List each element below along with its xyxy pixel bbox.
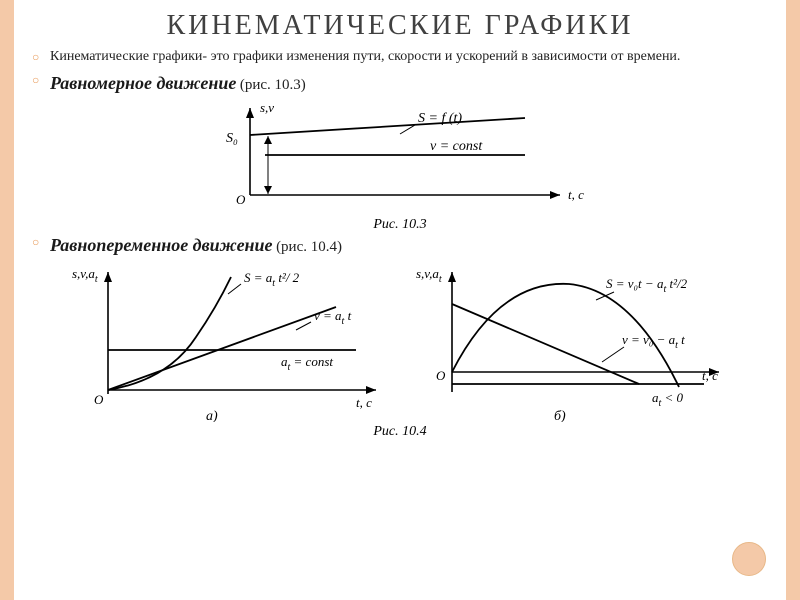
ylabel-104b: s,v,at — [416, 266, 442, 285]
section2-ref: (рис. 10.4) — [276, 239, 342, 255]
page-title: КИНЕМАТИЧЕСКИЕ ГРАФИКИ — [32, 10, 768, 42]
figure-10-3: s,v t, с O S₀ S = f (t) v = const Рис. 1… — [32, 100, 768, 233]
origin-103: O — [236, 192, 246, 207]
intro-text: Кинематические графики- это графики изме… — [50, 49, 680, 64]
caption-103: Рис. 10.3 — [32, 217, 768, 233]
chart-accel-negative: s,v,at t, с O б) S = v₀t − at t²/2 v = v… — [404, 262, 744, 422]
bullet-list: Кинематические графики- это графики изме… — [32, 48, 768, 96]
chart-accel-positive: s,v,at t, с O a) S = at t²/ 2 v = at t a… — [56, 262, 396, 422]
ylabel-103: s,v — [260, 100, 274, 115]
s-label-104b: S = v₀t − at t²/2 — [606, 276, 688, 295]
sub-a: a) — [206, 409, 218, 422]
a-label-104a: at = const — [281, 354, 333, 373]
s-label-104a: S = at t²/ 2 — [244, 270, 300, 289]
intro-bullet: Кинематические графики- это графики изме… — [32, 48, 768, 67]
figure-10-4: s,v,at t, с O a) S = at t²/ 2 v = at t a… — [32, 262, 768, 422]
xlabel-103: t, с — [568, 187, 584, 202]
section2-heading: Равнопеременное движение — [50, 235, 273, 255]
bullet-list-2: Равнопеременное движение (рис. 10.4) — [32, 233, 768, 258]
xlabel-104a: t, с — [356, 395, 372, 410]
section1-bullet: Равномерное движение (рис. 10.3) — [32, 71, 768, 96]
v-label-103: v = const — [430, 139, 483, 154]
rail-left — [0, 0, 14, 600]
chart-uniform-motion: s,v t, с O S₀ S = f (t) v = const — [190, 100, 610, 210]
section1-ref: (рис. 10.3) — [240, 77, 306, 93]
v-label-104a: v = at t — [314, 308, 352, 327]
origin-104b: O — [436, 368, 446, 383]
origin-104a: O — [94, 392, 104, 407]
v-label-104b: v = v₀ − at t — [622, 332, 685, 351]
section1-heading: Равномерное движение — [50, 73, 236, 93]
section2-bullet: Равнопеременное движение (рис. 10.4) — [32, 233, 768, 258]
ylabel-104a: s,v,at — [72, 266, 98, 285]
a-label-104b: at < 0 — [652, 390, 684, 409]
rail-right — [786, 0, 800, 600]
sub-b: б) — [554, 409, 566, 422]
pager-dot[interactable] — [732, 542, 766, 576]
s-curve-label-103: S = f (t) — [418, 111, 462, 126]
xlabel-104b: t, с — [702, 368, 718, 383]
caption-104: Рис. 10.4 — [32, 424, 768, 440]
slide-content: КИНЕМАТИЧЕСКИЕ ГРАФИКИ Кинематические гр… — [14, 0, 786, 600]
s0-label: S₀ — [226, 131, 238, 146]
